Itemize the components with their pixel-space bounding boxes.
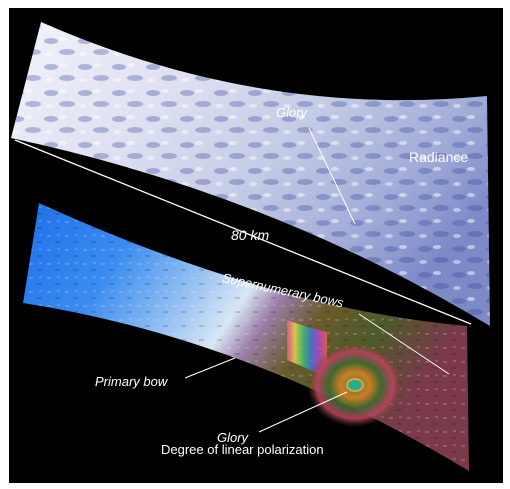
glory-top-label: Glory — [276, 105, 308, 120]
glory-bottom-label: Glory — [217, 430, 249, 445]
glory-bottom-leader — [258, 391, 348, 433]
supernumerary-leader — [358, 313, 450, 375]
dolp-label: Degree of linear polarization — [161, 442, 324, 457]
scale-line — [14, 139, 472, 325]
figure-panel: Glory Radiance 80 km Supernumerary bows … — [9, 8, 503, 483]
radiance-label: Radiance — [409, 149, 469, 165]
radiance-cloud-texture — [11, 22, 490, 326]
primary-bow-label: Primary bow — [95, 374, 168, 389]
glory-top-leader — [308, 127, 356, 225]
polarimetric-imagery — [11, 22, 490, 471]
glory-center — [346, 378, 364, 392]
primary-bow-leader — [184, 357, 236, 379]
scale-label: 80 km — [231, 227, 270, 243]
